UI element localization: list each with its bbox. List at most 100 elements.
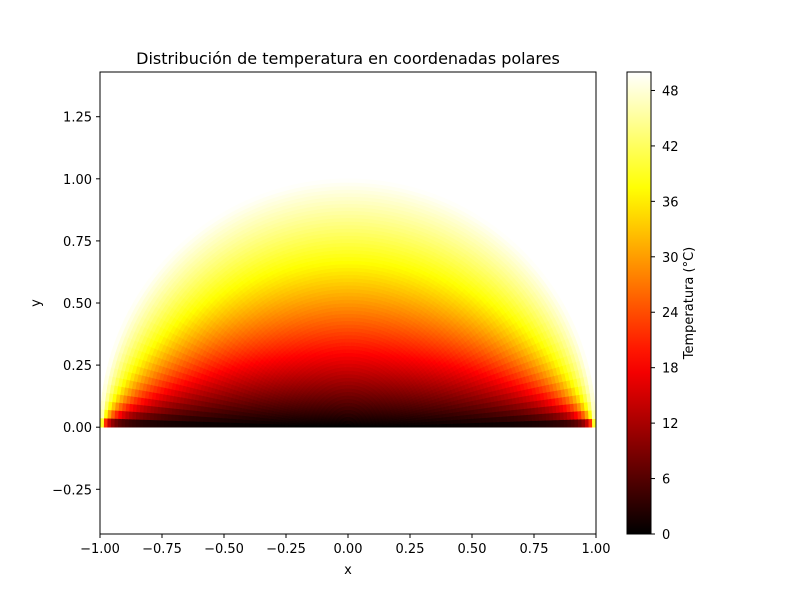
heat-cell (198, 421, 204, 428)
heat-cell (446, 423, 452, 428)
heat-cell (496, 416, 501, 423)
heat-cell (170, 420, 175, 428)
heat-cell (520, 414, 526, 422)
heat-cell (347, 352, 351, 357)
heat-cell (538, 420, 544, 428)
heat-cell (234, 418, 239, 424)
heat-cell (347, 348, 352, 354)
heat-cell (453, 423, 459, 428)
heat-cell (269, 421, 275, 425)
heat-cell (347, 288, 354, 293)
heat-cell (347, 245, 355, 251)
heat-cell (446, 419, 451, 425)
chart-title: Distribución de temperatura en coordenad… (136, 49, 560, 68)
heat-cell (308, 425, 313, 428)
heat-cell (337, 274, 344, 279)
heat-cell (353, 260, 360, 265)
heat-cell (338, 288, 344, 293)
heat-cell (457, 422, 462, 428)
heat-cell (343, 306, 349, 311)
heat-cell (340, 228, 349, 233)
heat-cell (347, 228, 356, 233)
heat-cell (335, 246, 343, 251)
heat-cell (481, 417, 487, 423)
heat-cell (474, 417, 480, 424)
heat-cell (347, 253, 355, 258)
heat-cell (269, 424, 274, 428)
heat-cell (184, 415, 190, 422)
heat-cell (291, 424, 296, 428)
heat-cell (443, 423, 448, 428)
heat-cell (347, 256, 355, 261)
heat-cell (342, 281, 349, 286)
heat-cell (353, 263, 360, 269)
heat-cell (341, 256, 349, 261)
heat-cell (347, 295, 353, 300)
heat-cell (338, 299, 344, 304)
heat-cell (329, 426, 335, 428)
heat-cell (353, 246, 361, 251)
heat-cell (336, 270, 343, 276)
heat-cell (326, 426, 331, 428)
heat-cell (351, 316, 356, 322)
heat-cell (347, 231, 356, 237)
heat-cell (294, 425, 299, 428)
heat-cell (507, 421, 512, 428)
heat-cell (340, 231, 349, 237)
heat-cell (347, 320, 353, 325)
heat-cell (350, 338, 355, 343)
heat-cell (262, 423, 267, 428)
heat-cell (343, 295, 349, 300)
heat-cell (347, 235, 355, 240)
heat-cell (347, 323, 352, 329)
heat-cell (336, 263, 343, 269)
heat-cell (347, 359, 351, 364)
heat-cell (457, 418, 462, 424)
heat-cell (492, 421, 498, 428)
heat-cell (344, 334, 349, 339)
heat-cell (337, 277, 344, 283)
heat-cell (503, 415, 508, 423)
heat-cell (174, 414, 179, 422)
heat-cell (352, 288, 358, 293)
heat-cell (248, 423, 253, 428)
heat-cell (524, 420, 529, 428)
heat-cell (266, 421, 271, 425)
heat-cell (347, 274, 354, 279)
heat-cell (344, 338, 349, 343)
heat-cell (344, 331, 349, 336)
heat-cell (460, 422, 466, 428)
heat-cell (347, 331, 352, 336)
heat-cell (301, 425, 306, 428)
heat-cell (252, 420, 257, 425)
heat-cell (216, 422, 221, 428)
heat-cell (338, 292, 344, 297)
heat-cell (220, 417, 225, 424)
heat-cell (335, 256, 343, 262)
heat-cell (514, 420, 519, 428)
heat-cell (339, 302, 345, 308)
heat-cell (347, 306, 353, 311)
heat-cell (341, 238, 349, 244)
heat-cell (542, 419, 547, 428)
heat-cell (352, 274, 359, 279)
heat-cell (338, 295, 344, 301)
heat-cell (347, 284, 354, 290)
heat-cell (188, 421, 193, 428)
heat-cell (353, 334, 358, 340)
heat-cell (460, 418, 466, 424)
heat-cell (467, 418, 473, 424)
heat-cell (439, 423, 444, 428)
heat-cell (337, 285, 344, 290)
heat-cell (343, 313, 349, 318)
heat-cell (344, 345, 349, 350)
heat-cell (350, 341, 355, 347)
heat-cell (475, 422, 480, 428)
heat-cell (347, 316, 353, 322)
heat-cell (489, 416, 494, 423)
heat-cell (241, 423, 246, 428)
heat-cell (352, 277, 359, 283)
heat-cell (227, 422, 232, 428)
heat-cell (352, 292, 358, 297)
